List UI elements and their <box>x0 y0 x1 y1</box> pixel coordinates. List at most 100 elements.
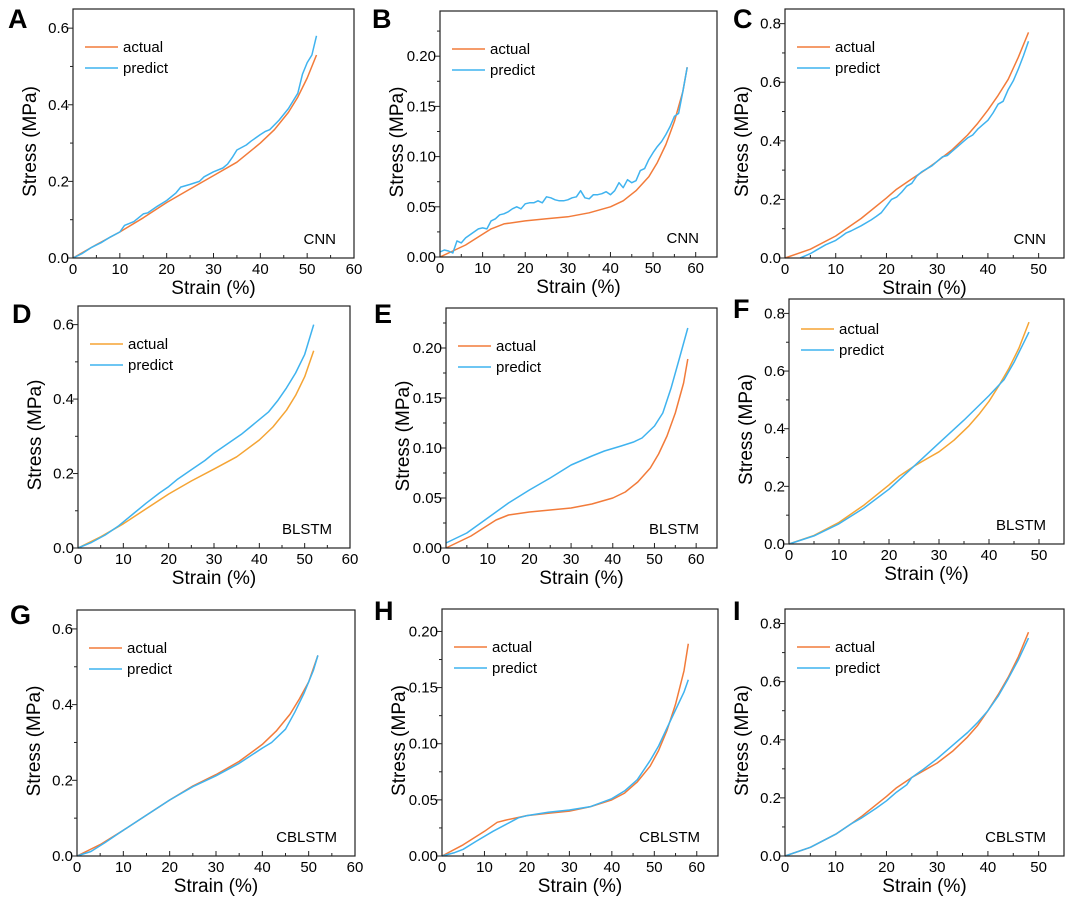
panel-letter: B <box>372 4 392 34</box>
y-tick-label: 0.00 <box>409 848 438 865</box>
x-tick-label: 10 <box>479 551 496 568</box>
series-line-actual <box>77 350 315 549</box>
model-label: BLSTM <box>282 521 332 538</box>
model-label: BLSTM <box>649 521 699 538</box>
legend-label-predict: predict <box>839 342 885 359</box>
x-tick-label: 10 <box>831 547 848 564</box>
series-line-predict <box>439 67 688 254</box>
legend-label-actual: actual <box>492 639 532 656</box>
y-axis-title: Stress (MPa) <box>736 374 757 485</box>
y-axis-title: Stress (MPa) <box>20 86 41 197</box>
series-line-predict <box>76 655 319 857</box>
legend: actual predict <box>797 639 881 677</box>
series-group <box>72 35 318 259</box>
panel-letter: I <box>733 596 741 626</box>
legend: actual predict <box>458 338 542 376</box>
x-tick-label: 40 <box>251 551 268 568</box>
legend-label-predict: predict <box>835 660 881 677</box>
y-tick-label: 0.05 <box>409 792 438 809</box>
y-tick-label: 0.2 <box>760 790 781 807</box>
x-tick-label: 20 <box>878 859 895 876</box>
y-tick-label: 0.4 <box>48 97 69 114</box>
y-tick-label: 0.4 <box>52 697 73 714</box>
y-tick-label: 0.8 <box>760 16 781 33</box>
y-tick-label: 0.2 <box>53 466 74 483</box>
y-tick-label: 0.4 <box>760 133 781 150</box>
x-axis-title: Strain (%) <box>538 876 622 897</box>
model-label: CBLSTM <box>276 829 337 846</box>
panel-letter: C <box>733 4 753 34</box>
x-tick-label: 50 <box>646 551 663 568</box>
x-tick-label: 30 <box>560 260 577 277</box>
y-tick-label: 0.15 <box>407 98 436 115</box>
panel-letter: A <box>8 4 28 34</box>
y-tick-label: 0.0 <box>760 250 781 267</box>
legend-label-actual: actual <box>835 639 875 656</box>
model-label: BLSTM <box>996 517 1046 534</box>
y-tick-label: 0.0 <box>53 540 74 557</box>
x-tick-label: 0 <box>69 261 77 278</box>
series-group <box>784 32 1030 259</box>
y-tick-label: 0.10 <box>413 440 442 457</box>
y-tick-label: 0.6 <box>760 674 781 691</box>
legend-label-actual: actual <box>839 321 879 338</box>
y-tick-label: 0.05 <box>407 199 436 216</box>
series-line-predict <box>799 40 1030 259</box>
model-label: CNN <box>667 230 700 247</box>
series-line-actual <box>441 643 690 857</box>
panel-letter: E <box>374 299 392 329</box>
x-tick-label: 40 <box>981 547 998 564</box>
series-group <box>788 321 1030 545</box>
y-axis-title: Stress (MPa) <box>25 380 46 491</box>
y-tick-label: 0.00 <box>407 249 436 266</box>
series-line-actual <box>788 321 1030 545</box>
series-group <box>77 324 315 549</box>
x-tick-label: 60 <box>346 261 363 278</box>
x-tick-label: 60 <box>688 859 705 876</box>
legend-label-actual: actual <box>835 39 875 56</box>
x-tick-label: 40 <box>604 551 621 568</box>
y-tick-label: 0.4 <box>764 421 785 438</box>
x-axis-title: Strain (%) <box>536 277 620 298</box>
x-tick-label: 40 <box>602 260 619 277</box>
series-group <box>445 327 689 549</box>
y-axis-title: Stress (MPa) <box>732 86 753 197</box>
x-tick-label: 30 <box>206 551 223 568</box>
x-tick-label: 30 <box>929 261 946 278</box>
panel-b: B 0 10 20 30 40 50 60 0.00 0.05 0.10 0.15 0.20 Strain… <box>372 4 718 298</box>
series-line-predict <box>784 637 1030 857</box>
x-tick-label: 10 <box>111 261 128 278</box>
series-line-actual <box>76 655 319 857</box>
x-tick-label: 0 <box>438 859 446 876</box>
y-tick-label: 0.6 <box>53 317 74 334</box>
x-tick-label: 0 <box>436 260 444 277</box>
y-axis-title: Stress (MPa) <box>732 685 753 796</box>
series-line-actual <box>445 358 689 549</box>
y-tick-label: 0.20 <box>407 48 436 65</box>
plot-frame <box>445 307 718 549</box>
series-group <box>439 67 688 258</box>
legend: actual predict <box>452 41 536 79</box>
series-line-actual <box>439 67 688 258</box>
x-tick-label: 0 <box>781 859 789 876</box>
x-tick-label: 50 <box>299 261 316 278</box>
x-tick-label: 0 <box>442 551 450 568</box>
x-tick-label: 10 <box>827 859 844 876</box>
legend-label-predict: predict <box>128 357 174 374</box>
y-tick-label: 0.6 <box>764 363 785 380</box>
panel-letter: F <box>733 294 750 324</box>
y-tick-label: 0.2 <box>764 478 785 495</box>
y-tick-label: 0.0 <box>52 848 73 865</box>
x-tick-label: 50 <box>300 859 317 876</box>
panel-d: D 0 10 20 30 40 50 60 0.0 0.2 0.4 0.6 Strain (%) Stre… <box>12 299 358 589</box>
y-tick-label: 0.05 <box>413 490 442 507</box>
series-group <box>76 655 319 857</box>
panel-f: F 0 10 20 30 40 50 0.0 0.2 0.4 0.6 0.8 Strain (%) Str… <box>733 294 1065 585</box>
x-tick-label: 10 <box>474 260 491 277</box>
panel-i: I 0 10 20 30 40 50 0.0 0.2 0.4 0.6 0.8 Strain (%) Str… <box>732 596 1065 897</box>
x-tick-label: 0 <box>74 551 82 568</box>
panel-g: G 0 10 20 30 40 50 60 0.0 0.2 0.4 0.6 Strain (%) Stre… <box>10 600 363 897</box>
x-tick-label: 40 <box>604 859 621 876</box>
y-axis-title: Stress (MPa) <box>24 686 45 797</box>
